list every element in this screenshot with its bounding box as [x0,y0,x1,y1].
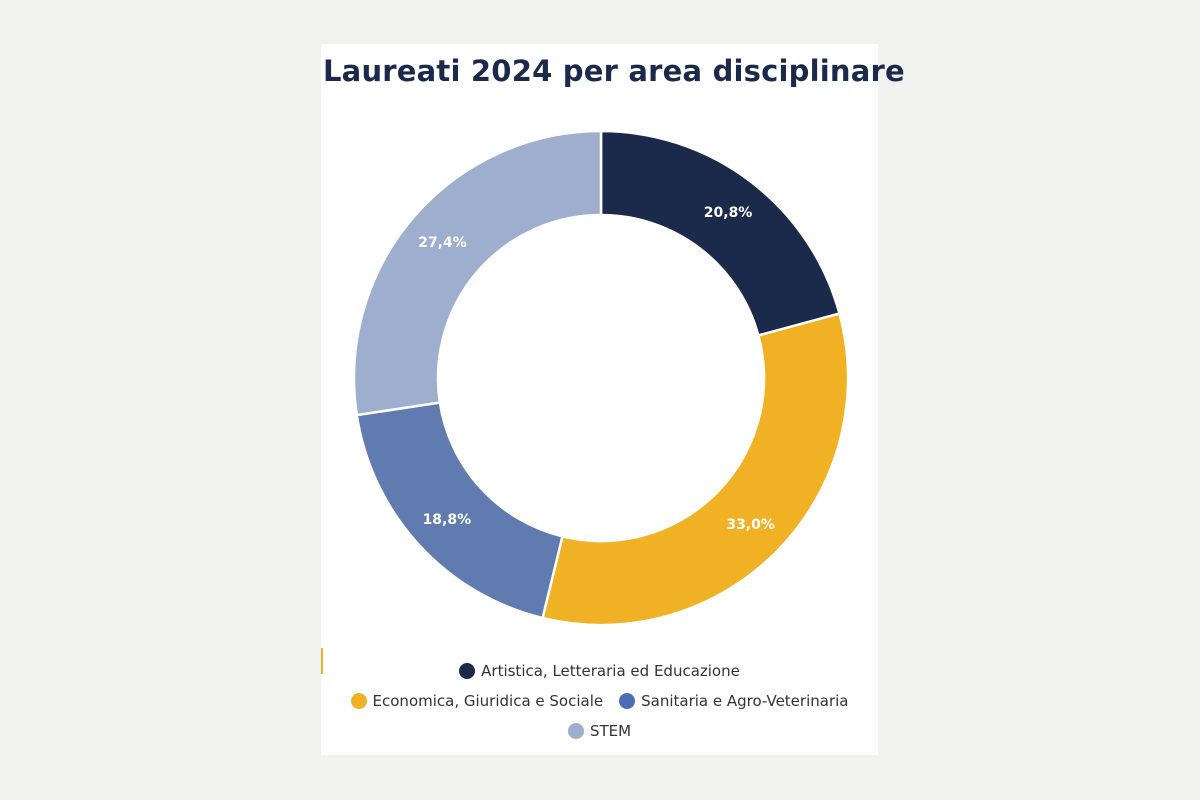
legend-swatch-artistica [459,663,476,679]
legend-row-1: Artistica, Letteraria ed Educazione [321,656,878,686]
legend-item-artistica[interactable]: Artistica, Letteraria ed Educazione [459,662,740,680]
legend-label-stem: STEM [589,722,632,740]
slice-economica[interactable] [541,312,850,627]
legend-item-sanitaria[interactable]: Sanitaria e Agro-Veterinaria [619,692,848,710]
slice-label-stem: 27,4% [418,235,467,251]
legend-swatch-stem [567,723,584,739]
legend-item-economica[interactable]: Economica, Giuridica e Sociale [350,692,604,710]
slice-sanitaria[interactable] [355,401,564,620]
legend: Artistica, Letteraria ed Educazione Econ… [321,656,878,746]
legend-swatch-sanitaria [619,693,636,709]
chart-title: Laureati 2024 per area disciplinare [323,54,905,88]
legend-row-2: Economica, Giuridica e Sociale Sanitaria… [321,686,878,716]
legend-label-economica: Economica, Giuridica e Sociale [372,692,604,710]
slice-label-artistica: 20,8% [704,205,753,221]
slice-label-sanitaria: 18,8% [423,512,472,528]
slice-stem[interactable] [352,129,603,417]
slice-label-economica: 33,0% [726,517,775,533]
legend-item-stem[interactable]: STEM [567,722,632,740]
legend-swatch-economica [350,693,367,709]
donut-chart: 20,8% 33,0% 18,8% 27,4% [352,129,850,627]
legend-label-artistica: Artistica, Letteraria ed Educazione [481,662,740,680]
slice-artistica[interactable] [599,129,841,338]
chart-card: Laureati 2024 per area disciplinare 20,8… [321,44,905,755]
legend-row-3: STEM [321,716,878,746]
edge-marker [321,648,323,674]
legend-label-sanitaria: Sanitaria e Agro-Veterinaria [641,692,849,710]
